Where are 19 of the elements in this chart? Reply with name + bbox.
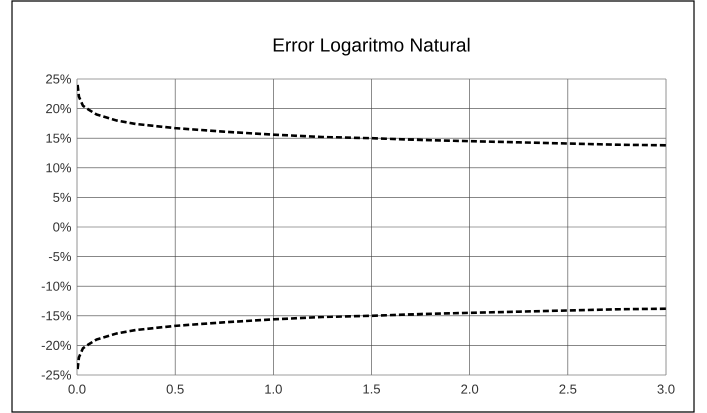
x-tick-label: 2.0 [461,384,478,394]
y-tick-label: 20% [46,104,72,114]
x-tick-label: 1.5 [363,384,380,394]
y-tick-label: -25% [42,370,72,380]
x-tick-label: 0.5 [166,384,184,394]
y-tick-label: -20% [42,340,72,350]
x-tick-label: 0.0 [68,384,86,394]
chart-title: Error Logaritmo Natural [274,38,470,56]
x-tick-label: 3.0 [657,384,675,394]
x-tick-label: 2.5 [559,384,576,394]
y-tick-label: 25% [46,74,72,84]
y-tick-label: -5% [48,252,72,262]
y-tick-label: -15% [42,311,72,320]
x-tick-label: 1.0 [265,384,282,394]
y-tick-label: -10% [42,282,72,291]
y-tick-label: 0% [53,222,72,232]
y-tick-label: 10% [46,163,72,172]
y-tick-label: 15% [46,134,72,143]
y-tick-label: 5% [53,192,72,202]
